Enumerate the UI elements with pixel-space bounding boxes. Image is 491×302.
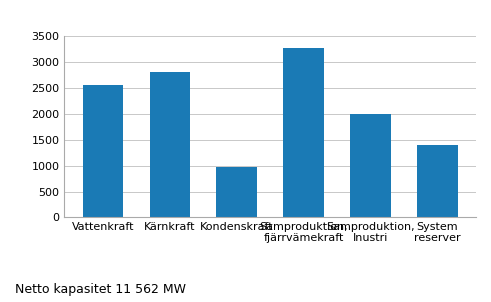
Bar <box>351 114 390 217</box>
Bar <box>217 167 257 217</box>
Bar <box>82 85 123 217</box>
Bar <box>417 145 458 217</box>
Bar <box>283 48 324 217</box>
Bar <box>150 72 190 217</box>
Text: Netto kapasitet 11 562 MW: Netto kapasitet 11 562 MW <box>15 283 186 296</box>
